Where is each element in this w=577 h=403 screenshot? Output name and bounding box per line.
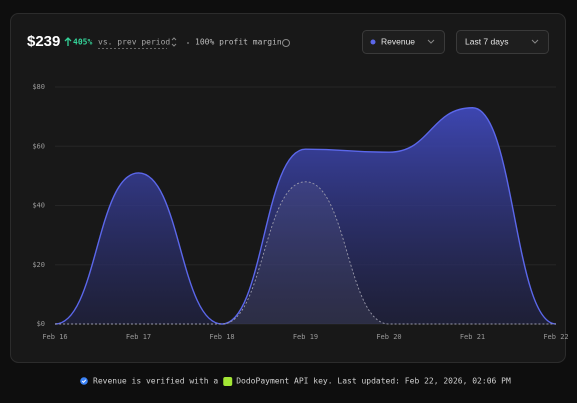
dodo-icon: [223, 377, 233, 386]
x-tick-label: Feb 16: [42, 333, 67, 341]
check: [81, 379, 87, 384]
total: $239: [27, 33, 60, 50]
legend-dot: [370, 39, 376, 45]
chevron: [531, 39, 539, 44]
metric-label: Revenue: [381, 36, 415, 46]
change: 405%: [73, 38, 92, 47]
verified-icon: [80, 377, 88, 385]
y-tick-label: $60: [32, 142, 45, 150]
x-tick-label: Feb 21: [460, 333, 485, 341]
x-tick-label: Feb 20: [376, 333, 401, 341]
area: [55, 181, 556, 324]
y-tick-label: $20: [32, 261, 45, 269]
range-label: Last 7 days: [465, 36, 508, 46]
area: [55, 107, 556, 324]
y-tick-label: $0: [37, 320, 45, 328]
sort-icon[interactable]: [171, 37, 177, 47]
footer-text: DodoPayment API key. Last updated: Feb 2…: [236, 377, 511, 386]
y-tick-label: $40: [32, 202, 45, 210]
x-tick-label: Feb 22: [543, 333, 568, 341]
x-tick-label: Feb 19: [293, 333, 318, 341]
line: [55, 181, 556, 325]
x-tick-label: Feb 17: [126, 333, 151, 341]
x-tick-label: Feb 18: [209, 333, 234, 341]
compare-select[interactable]: vs. prev period: [98, 38, 170, 47]
separator: [187, 42, 189, 44]
chart: $0 $20 $40 $60 $80 Feb 16 Feb 17 Feb 18 Feb 19 Fe…: [32, 83, 568, 341]
info-icon[interactable]: [282, 39, 290, 47]
footer-text: Revenue is verified with a: [93, 377, 218, 386]
margin: 100% profit margin: [195, 38, 282, 47]
metric-dropdown[interactable]: [362, 30, 445, 54]
range-dropdown[interactable]: [456, 30, 549, 54]
up-arrow: [64, 37, 72, 46]
y-tick-label: $80: [32, 83, 45, 91]
line: [54, 107, 557, 325]
chevron: [427, 39, 435, 44]
